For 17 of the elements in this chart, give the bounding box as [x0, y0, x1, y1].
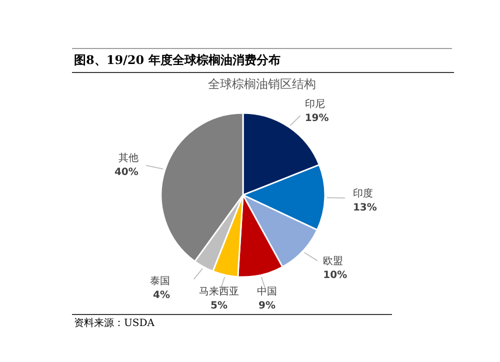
data-label: 19% [304, 112, 329, 124]
data-label: 13% [352, 202, 377, 214]
data-label: 9% [258, 300, 276, 312]
chart-title: 图8、19/20 年度全球棕榈油消费分布 [74, 52, 280, 69]
slice-label: 印尼 [304, 98, 325, 110]
data-label: 4% [153, 290, 170, 302]
data-label: 10% [323, 270, 348, 282]
slice-label: 印度 [352, 187, 373, 200]
text: 资料来源：USDA [74, 316, 155, 330]
data-label: 5% [210, 300, 228, 312]
slice-label: 马来西亚 [199, 285, 240, 298]
slice-label: 欧盟 [323, 255, 344, 268]
slice-label: 其他 [118, 152, 138, 164]
slice-label: 泰国 [150, 276, 170, 288]
slice-label: 中国 [256, 285, 277, 298]
chart-subtitle: 全球棕榈油销区结构 [207, 76, 317, 93]
data-label: 40% [114, 166, 138, 178]
